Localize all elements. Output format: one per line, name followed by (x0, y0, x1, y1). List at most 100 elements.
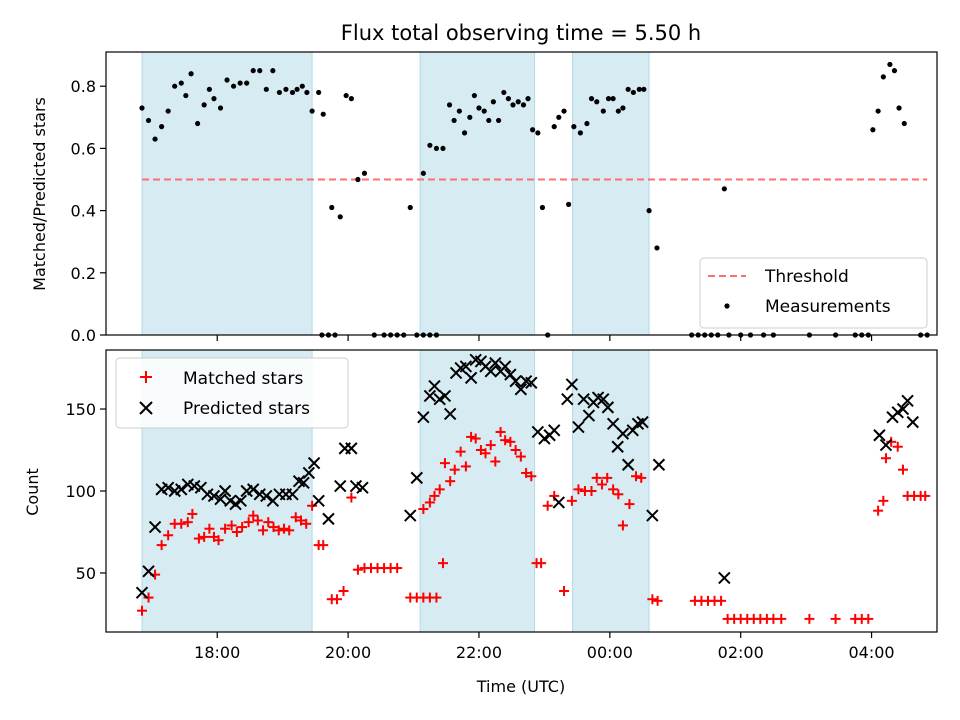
predicted-star-point (334, 479, 347, 493)
measurement-points (139, 61, 930, 338)
measurement-point (270, 68, 276, 74)
matched-star-point (352, 564, 363, 575)
matched-star-point (226, 520, 237, 531)
predicted-star-point (509, 374, 522, 388)
predicted-star-point (260, 489, 273, 503)
measurement-point (610, 96, 616, 102)
measurement-point (276, 89, 282, 96)
measurement-point (407, 204, 413, 211)
predicted-star-point (428, 379, 441, 393)
measurement-point (224, 77, 230, 83)
matched-star-point (273, 525, 284, 536)
shaded-interval (419, 51, 536, 336)
matched-star-point (278, 523, 289, 534)
predicted-star-point (597, 392, 610, 406)
matched-star-point (445, 476, 456, 487)
predicted-star-point (646, 509, 659, 522)
measurement-point (289, 89, 296, 96)
measurement-point (201, 102, 207, 108)
measurement-point (206, 86, 212, 92)
matched-star-point (495, 426, 506, 437)
measurement-point (875, 108, 881, 114)
matched-star-point (431, 592, 442, 603)
matched-star-point (318, 540, 329, 551)
predicted-star-point (307, 456, 321, 470)
predicted-star-point (577, 392, 590, 406)
predicted-star-point (552, 496, 566, 509)
matched-star-point (830, 613, 841, 624)
predicted-star-point (718, 571, 731, 585)
matched-star-point (776, 613, 787, 624)
measurement-point (490, 99, 496, 105)
predicted-star-point (175, 483, 188, 496)
measurement-point (257, 68, 263, 74)
legend-measurements-swatch (724, 303, 730, 309)
predicted-star-point (443, 407, 457, 421)
measurement-point (505, 96, 512, 102)
legend-matched-label: Matched stars (183, 369, 303, 389)
matched-star-point (346, 492, 357, 503)
measurement-point (263, 86, 269, 92)
matched-star-point (480, 448, 491, 459)
matched-star-point (542, 500, 553, 511)
y-tick-label: 50 (76, 564, 96, 583)
predicted-star-point (616, 427, 630, 440)
matched-star-point (485, 440, 496, 451)
matched-star-point (136, 605, 147, 616)
measurement-point (510, 102, 516, 108)
matched-star-point (536, 558, 547, 569)
matched-star-point (573, 484, 584, 495)
measurement-point (481, 108, 487, 114)
predicted-star-point (901, 394, 914, 408)
predicted-star-point (286, 488, 299, 501)
predicted-star-point (423, 389, 437, 403)
measurement-point (525, 96, 531, 102)
top-legend-box (699, 257, 928, 329)
matched-star-point (437, 558, 448, 569)
predicted-star-point (142, 565, 155, 578)
matched-star-point (490, 456, 501, 467)
matched-star-point (248, 510, 259, 521)
bottom-legend-box (115, 357, 349, 429)
predicted-star-point (404, 509, 417, 522)
measurement-point (283, 86, 289, 92)
measurement-point (556, 114, 562, 120)
measurement-point (566, 201, 572, 207)
measurement-point (467, 114, 473, 120)
x-tick-label: 02:00 (718, 643, 764, 662)
predicted-star-point (322, 512, 335, 526)
predicted-star-point (148, 520, 162, 534)
predicted-star-point (489, 356, 502, 370)
predicted-star-point (525, 376, 538, 389)
matched-star-point (892, 441, 903, 452)
matched-star-point (220, 523, 231, 534)
matched-star-point (455, 446, 466, 457)
matched-star-point (652, 595, 663, 606)
measurement-point (440, 145, 446, 152)
measurement-point (361, 170, 368, 176)
measurement-point (456, 108, 462, 114)
measurement-point (420, 170, 426, 176)
matched-star-point (187, 508, 198, 519)
matched-star-point (515, 451, 526, 462)
matched-star-point (505, 436, 516, 447)
matched-star-point (526, 471, 537, 482)
legend-threshold-label: Threshold (764, 267, 849, 287)
predicted-star-point (438, 389, 452, 403)
predicted-star-point (582, 409, 596, 422)
predicted-star-point (498, 360, 512, 373)
predicted-star-point (234, 494, 247, 508)
matched-star-point (434, 484, 445, 495)
measurement-point (446, 102, 453, 108)
matched-star-point (176, 518, 187, 529)
measurement-point (636, 86, 642, 92)
bottom-x-ticks: 18:00 20:00 22:00 00:00 02:00 04:00 (194, 632, 895, 662)
predicted-star-point (565, 378, 579, 391)
x-tick-label: 04:00 (849, 643, 895, 662)
measurement-point (433, 145, 440, 152)
bottom-legend: Matched stars Predicted stars (115, 357, 349, 429)
matched-star-point (602, 472, 613, 483)
matched-star-point (716, 595, 727, 606)
predicted-star-point (601, 401, 615, 414)
